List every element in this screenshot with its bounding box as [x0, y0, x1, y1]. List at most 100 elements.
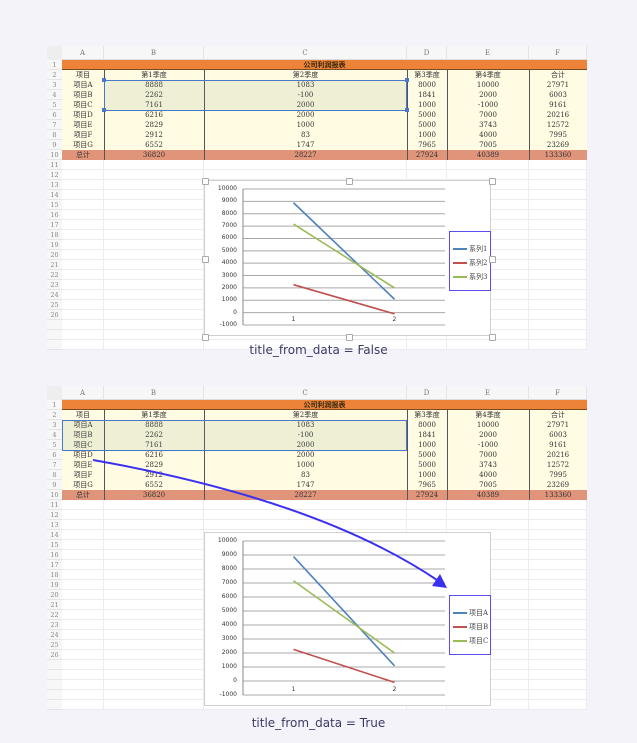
- select-all-corner[interactable]: [47, 46, 62, 61]
- selection-resize-handle[interactable]: [102, 78, 106, 82]
- row-header-15[interactable]: 15: [47, 540, 62, 550]
- empty-cell[interactable]: [62, 270, 104, 280]
- empty-cell[interactable]: [529, 680, 587, 690]
- data-cell[interactable]: 7000: [447, 450, 529, 460]
- empty-cell[interactable]: [62, 230, 104, 240]
- row-header-21[interactable]: 21: [47, 600, 62, 610]
- row-header-17[interactable]: 17: [47, 560, 62, 570]
- empty-cell[interactable]: [447, 520, 529, 530]
- row-header-20[interactable]: 20: [47, 590, 62, 600]
- empty-cell[interactable]: [104, 650, 204, 660]
- empty-cell[interactable]: [407, 170, 447, 180]
- empty-cell[interactable]: [62, 240, 104, 250]
- data-cell[interactable]: 项目E: [62, 120, 104, 130]
- data-cell[interactable]: 2000: [204, 440, 407, 450]
- data-cell[interactable]: 12572: [529, 460, 587, 470]
- column-header-a[interactable]: A: [62, 46, 104, 60]
- empty-cell[interactable]: [529, 590, 587, 600]
- row-header-27[interactable]: [47, 660, 62, 670]
- selection-resize-handle[interactable]: [405, 78, 409, 82]
- row-header-5[interactable]: 5: [47, 440, 62, 450]
- empty-cell[interactable]: [104, 700, 204, 710]
- empty-cell[interactable]: [104, 300, 204, 310]
- total-cell[interactable]: 28227: [204, 150, 407, 160]
- column-header-e[interactable]: E: [447, 46, 529, 60]
- empty-cell[interactable]: [62, 570, 104, 580]
- data-cell[interactable]: 2829: [104, 120, 204, 130]
- empty-cell[interactable]: [62, 190, 104, 200]
- empty-cell[interactable]: [62, 280, 104, 290]
- total-cell[interactable]: 27924: [407, 150, 447, 160]
- empty-cell[interactable]: [62, 290, 104, 300]
- data-cell[interactable]: 6216: [104, 450, 204, 460]
- empty-cell[interactable]: [529, 700, 587, 710]
- data-cell[interactable]: 2912: [104, 130, 204, 140]
- row-header-11[interactable]: 11: [47, 500, 62, 510]
- empty-cell[interactable]: [104, 670, 204, 680]
- row-header-13[interactable]: 13: [47, 520, 62, 530]
- data-cell[interactable]: 4000: [447, 470, 529, 480]
- data-cell[interactable]: 1000: [204, 120, 407, 130]
- selection-resize-handle[interactable]: [405, 108, 409, 112]
- data-cell[interactable]: 6552: [104, 480, 204, 490]
- selected-range[interactable]: [104, 80, 407, 111]
- legend-entry[interactable]: 项目A: [453, 608, 488, 618]
- empty-cell[interactable]: [529, 200, 587, 210]
- row-header-26[interactable]: 26: [47, 650, 62, 660]
- data-cell[interactable]: 1083: [204, 420, 407, 430]
- data-cell[interactable]: 20216: [529, 450, 587, 460]
- empty-cell[interactable]: [529, 190, 587, 200]
- chart-resize-handle[interactable]: [202, 256, 209, 263]
- report-title-cell[interactable]: 公司利润报表: [62, 60, 587, 70]
- data-cell[interactable]: 6216: [104, 110, 204, 120]
- column-header-c[interactable]: C: [204, 46, 407, 60]
- total-cell[interactable]: 133360: [529, 150, 587, 160]
- data-cell[interactable]: 项目G: [62, 140, 104, 150]
- chart-resize-handle[interactable]: [489, 256, 496, 263]
- chart-resize-handle[interactable]: [345, 178, 353, 185]
- data-cell[interactable]: 7161: [104, 440, 204, 450]
- empty-cell[interactable]: [104, 660, 204, 670]
- data-cell[interactable]: 8888: [104, 420, 204, 430]
- data-cell[interactable]: 7965: [407, 480, 447, 490]
- empty-cell[interactable]: [62, 540, 104, 550]
- empty-cell[interactable]: [62, 520, 104, 530]
- empty-cell[interactable]: [62, 680, 104, 690]
- empty-cell[interactable]: [529, 570, 587, 580]
- empty-cell[interactable]: [447, 340, 529, 350]
- column-header-f[interactable]: F: [529, 386, 587, 400]
- data-cell[interactable]: 2000: [204, 450, 407, 460]
- header-cell[interactable]: 第1季度: [104, 410, 204, 420]
- empty-cell[interactable]: [62, 690, 104, 700]
- data-cell[interactable]: 项目D: [62, 110, 104, 120]
- empty-cell[interactable]: [104, 160, 204, 170]
- empty-cell[interactable]: [529, 330, 587, 340]
- empty-cell[interactable]: [529, 250, 587, 260]
- header-cell[interactable]: 项目: [62, 70, 104, 80]
- data-cell[interactable]: 83: [204, 470, 407, 480]
- legend-entry[interactable]: 系列1: [453, 244, 487, 254]
- column-header-a[interactable]: A: [62, 386, 104, 400]
- empty-cell[interactable]: [62, 260, 104, 270]
- data-cell[interactable]: -1000: [447, 440, 529, 450]
- row-header-14[interactable]: 14: [47, 190, 62, 200]
- data-cell[interactable]: 1000: [407, 440, 447, 450]
- data-cell[interactable]: 1000: [407, 130, 447, 140]
- empty-cell[interactable]: [104, 560, 204, 570]
- empty-cell[interactable]: [447, 160, 529, 170]
- data-cell[interactable]: 4000: [447, 130, 529, 140]
- empty-cell[interactable]: [529, 610, 587, 620]
- empty-cell[interactable]: [529, 270, 587, 280]
- column-header-d[interactable]: D: [407, 46, 447, 60]
- empty-cell[interactable]: [204, 520, 407, 530]
- empty-cell[interactable]: [529, 580, 587, 590]
- data-cell[interactable]: 3743: [447, 120, 529, 130]
- empty-cell[interactable]: [62, 180, 104, 190]
- empty-cell[interactable]: [529, 640, 587, 650]
- data-cell[interactable]: 9161: [529, 100, 587, 110]
- data-cell[interactable]: -1000: [447, 100, 529, 110]
- data-cell[interactable]: 2000: [204, 100, 407, 110]
- empty-cell[interactable]: [407, 510, 447, 520]
- row-header-1[interactable]: 1: [47, 400, 62, 410]
- line-chart[interactable]: 10000 9000 8000 7000 6000 5000 4000 3000 2000 100…: [202, 178, 496, 341]
